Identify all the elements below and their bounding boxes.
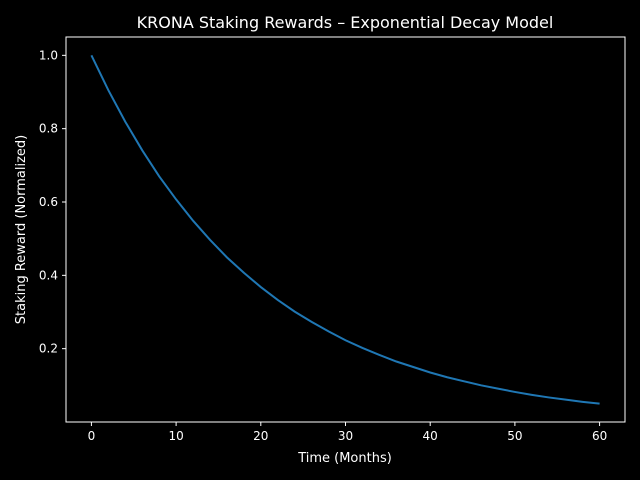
x-tick-label: 40 bbox=[423, 429, 438, 443]
y-tick-label: 1.0 bbox=[39, 48, 58, 62]
y-tick-label: 0.8 bbox=[39, 122, 58, 136]
x-tick-label: 60 bbox=[592, 429, 607, 443]
x-tick-label: 10 bbox=[168, 429, 183, 443]
x-tick-label: 30 bbox=[338, 429, 353, 443]
y-tick-label: 0.2 bbox=[39, 342, 58, 356]
y-tick-label: 0.4 bbox=[39, 268, 58, 282]
chart-title: KRONA Staking Rewards – Exponential Deca… bbox=[137, 13, 554, 32]
y-axis-ticks: 0.2 0.4 0.6 0.8 1.0 bbox=[39, 48, 66, 356]
x-axis-label: Time (Months) bbox=[297, 451, 392, 466]
x-axis-ticks: 0 10 20 30 40 50 60 bbox=[88, 422, 607, 443]
y-axis-label: Staking Reward (Normalized) bbox=[14, 135, 29, 325]
x-tick-label: 50 bbox=[507, 429, 522, 443]
x-tick-label: 20 bbox=[253, 429, 268, 443]
x-tick-label: 0 bbox=[88, 429, 96, 443]
series-line-staking-reward bbox=[90, 54, 600, 405]
plot-area: 0 10 20 30 40 50 60 0.2 0.4 0.6 0.8 1.0 bbox=[39, 36, 626, 443]
y-tick-label: 0.6 bbox=[39, 195, 58, 209]
